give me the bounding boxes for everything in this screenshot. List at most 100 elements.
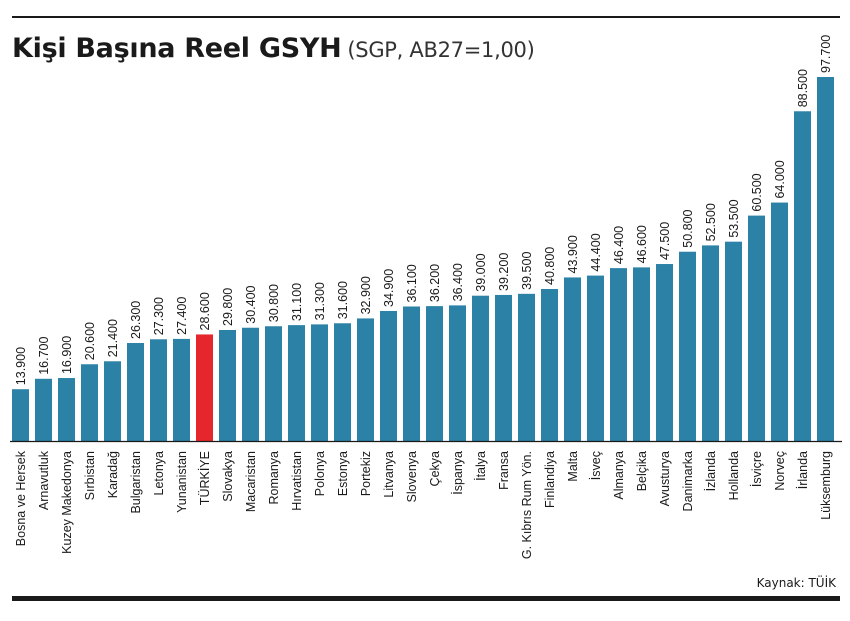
- category-label: Finlandiya: [543, 451, 557, 508]
- bar: [196, 334, 213, 441]
- value-label: 39.500: [520, 252, 534, 290]
- value-label: 13.900: [14, 347, 28, 385]
- chart-title: Kişi Başına Reel GSYH (SGP, AB27=1,00): [12, 33, 535, 64]
- bar: [426, 306, 443, 441]
- value-label: 27.300: [152, 297, 166, 335]
- bar: [403, 306, 420, 441]
- top-rule: [12, 16, 840, 18]
- category-label: Slovakya: [221, 451, 235, 502]
- category-label: Fransa: [497, 451, 511, 490]
- category-label: İsveç: [589, 451, 603, 480]
- value-label: 28.600: [198, 292, 212, 330]
- bar: [449, 305, 466, 441]
- category-label: İzlanda: [704, 451, 718, 491]
- value-label: 36.200: [428, 264, 442, 302]
- category-label: Hırvatistan: [290, 451, 304, 511]
- source-note: Kaynak: TÜİK: [756, 576, 836, 590]
- value-label: 27.400: [175, 297, 189, 335]
- category-label: Belçika: [635, 451, 649, 491]
- category-label: TÜRKİYE: [198, 451, 212, 505]
- chart-subtitle: (SGP, AB27=1,00): [347, 38, 535, 62]
- bar: [817, 77, 834, 441]
- value-label: 31.300: [313, 282, 327, 320]
- category-label: Letonya: [152, 451, 166, 496]
- bar: [81, 364, 98, 441]
- value-label: 88.500: [796, 69, 810, 107]
- bar: [702, 245, 719, 441]
- value-label: 97.700: [819, 35, 833, 73]
- bar: [518, 293, 535, 441]
- bar: [725, 241, 742, 441]
- category-label: İspanya: [451, 451, 465, 495]
- value-label: 39.000: [474, 253, 488, 291]
- bar: [472, 295, 489, 441]
- bar: [495, 294, 512, 441]
- bar: [357, 318, 374, 441]
- category-label: Portekiz: [359, 451, 373, 496]
- value-label: 53.500: [727, 199, 741, 237]
- bar: [564, 277, 581, 441]
- category-label: Almanya: [612, 451, 626, 500]
- category-label: Bulgaristan: [129, 451, 143, 514]
- value-label: 39.200: [497, 253, 511, 291]
- bar: [219, 329, 236, 441]
- bar: [265, 326, 282, 441]
- value-label: 43.900: [566, 235, 580, 273]
- chart-title-text: Kişi Başına Reel GSYH: [12, 33, 342, 64]
- value-label: 47.500: [658, 222, 672, 260]
- category-label: Polonya: [313, 451, 327, 496]
- category-label: Lüksemburg: [819, 451, 833, 520]
- bar: [587, 275, 604, 441]
- value-label: 60.500: [750, 173, 764, 211]
- bar: [794, 111, 811, 441]
- category-label: İsviçre: [750, 451, 764, 487]
- value-label: 31.600: [336, 281, 350, 319]
- bar: [58, 378, 75, 441]
- bar: [12, 389, 29, 441]
- category-label: G. Kıbrıs Rum Yön.: [520, 451, 534, 559]
- value-label: 16.700: [37, 337, 51, 375]
- bar: [610, 268, 627, 441]
- value-label: 34.900: [382, 269, 396, 307]
- bar: [104, 361, 121, 441]
- bar: [633, 267, 650, 441]
- value-label: 31.100: [290, 283, 304, 321]
- bar: [127, 343, 144, 441]
- category-label: Hollanda: [727, 451, 741, 500]
- category-label: Romanya: [267, 451, 281, 505]
- value-label: 20.600: [83, 322, 97, 360]
- value-label: 30.800: [267, 284, 281, 322]
- bar: [771, 202, 788, 441]
- value-label: 32.900: [359, 276, 373, 314]
- bar: [748, 215, 765, 441]
- bar: [35, 378, 52, 441]
- category-label: Slovenya: [405, 451, 419, 502]
- value-label: 44.400: [589, 233, 603, 271]
- category-label: Litvanya: [382, 451, 396, 498]
- value-label: 36.400: [451, 263, 465, 301]
- bar: [311, 324, 328, 441]
- value-label: 26.300: [129, 301, 143, 339]
- category-label: Estonya: [336, 451, 350, 496]
- value-label: 30.400: [244, 285, 258, 323]
- value-label: 64.000: [773, 160, 787, 198]
- bar: [242, 327, 259, 441]
- value-label: 50.800: [681, 209, 695, 247]
- value-label: 40.800: [543, 247, 557, 285]
- category-label: Yunanistan: [175, 451, 189, 513]
- value-label: 29.800: [221, 288, 235, 326]
- category-label: Çekya: [428, 451, 442, 486]
- category-label: Norveç: [773, 451, 787, 491]
- category-label: Avusturya: [658, 451, 672, 506]
- category-label: Karadağ: [106, 451, 120, 498]
- value-label: 52.500: [704, 203, 718, 241]
- bar: [380, 310, 397, 441]
- category-label: Sırbistan: [83, 451, 97, 500]
- category-label: Macaristan: [244, 451, 258, 512]
- value-label: 46.600: [635, 225, 649, 263]
- category-label: Bosna ve Hersek: [14, 450, 28, 546]
- value-label: 36.100: [405, 264, 419, 302]
- bar: [679, 251, 696, 441]
- category-label: İrlanda: [796, 451, 810, 489]
